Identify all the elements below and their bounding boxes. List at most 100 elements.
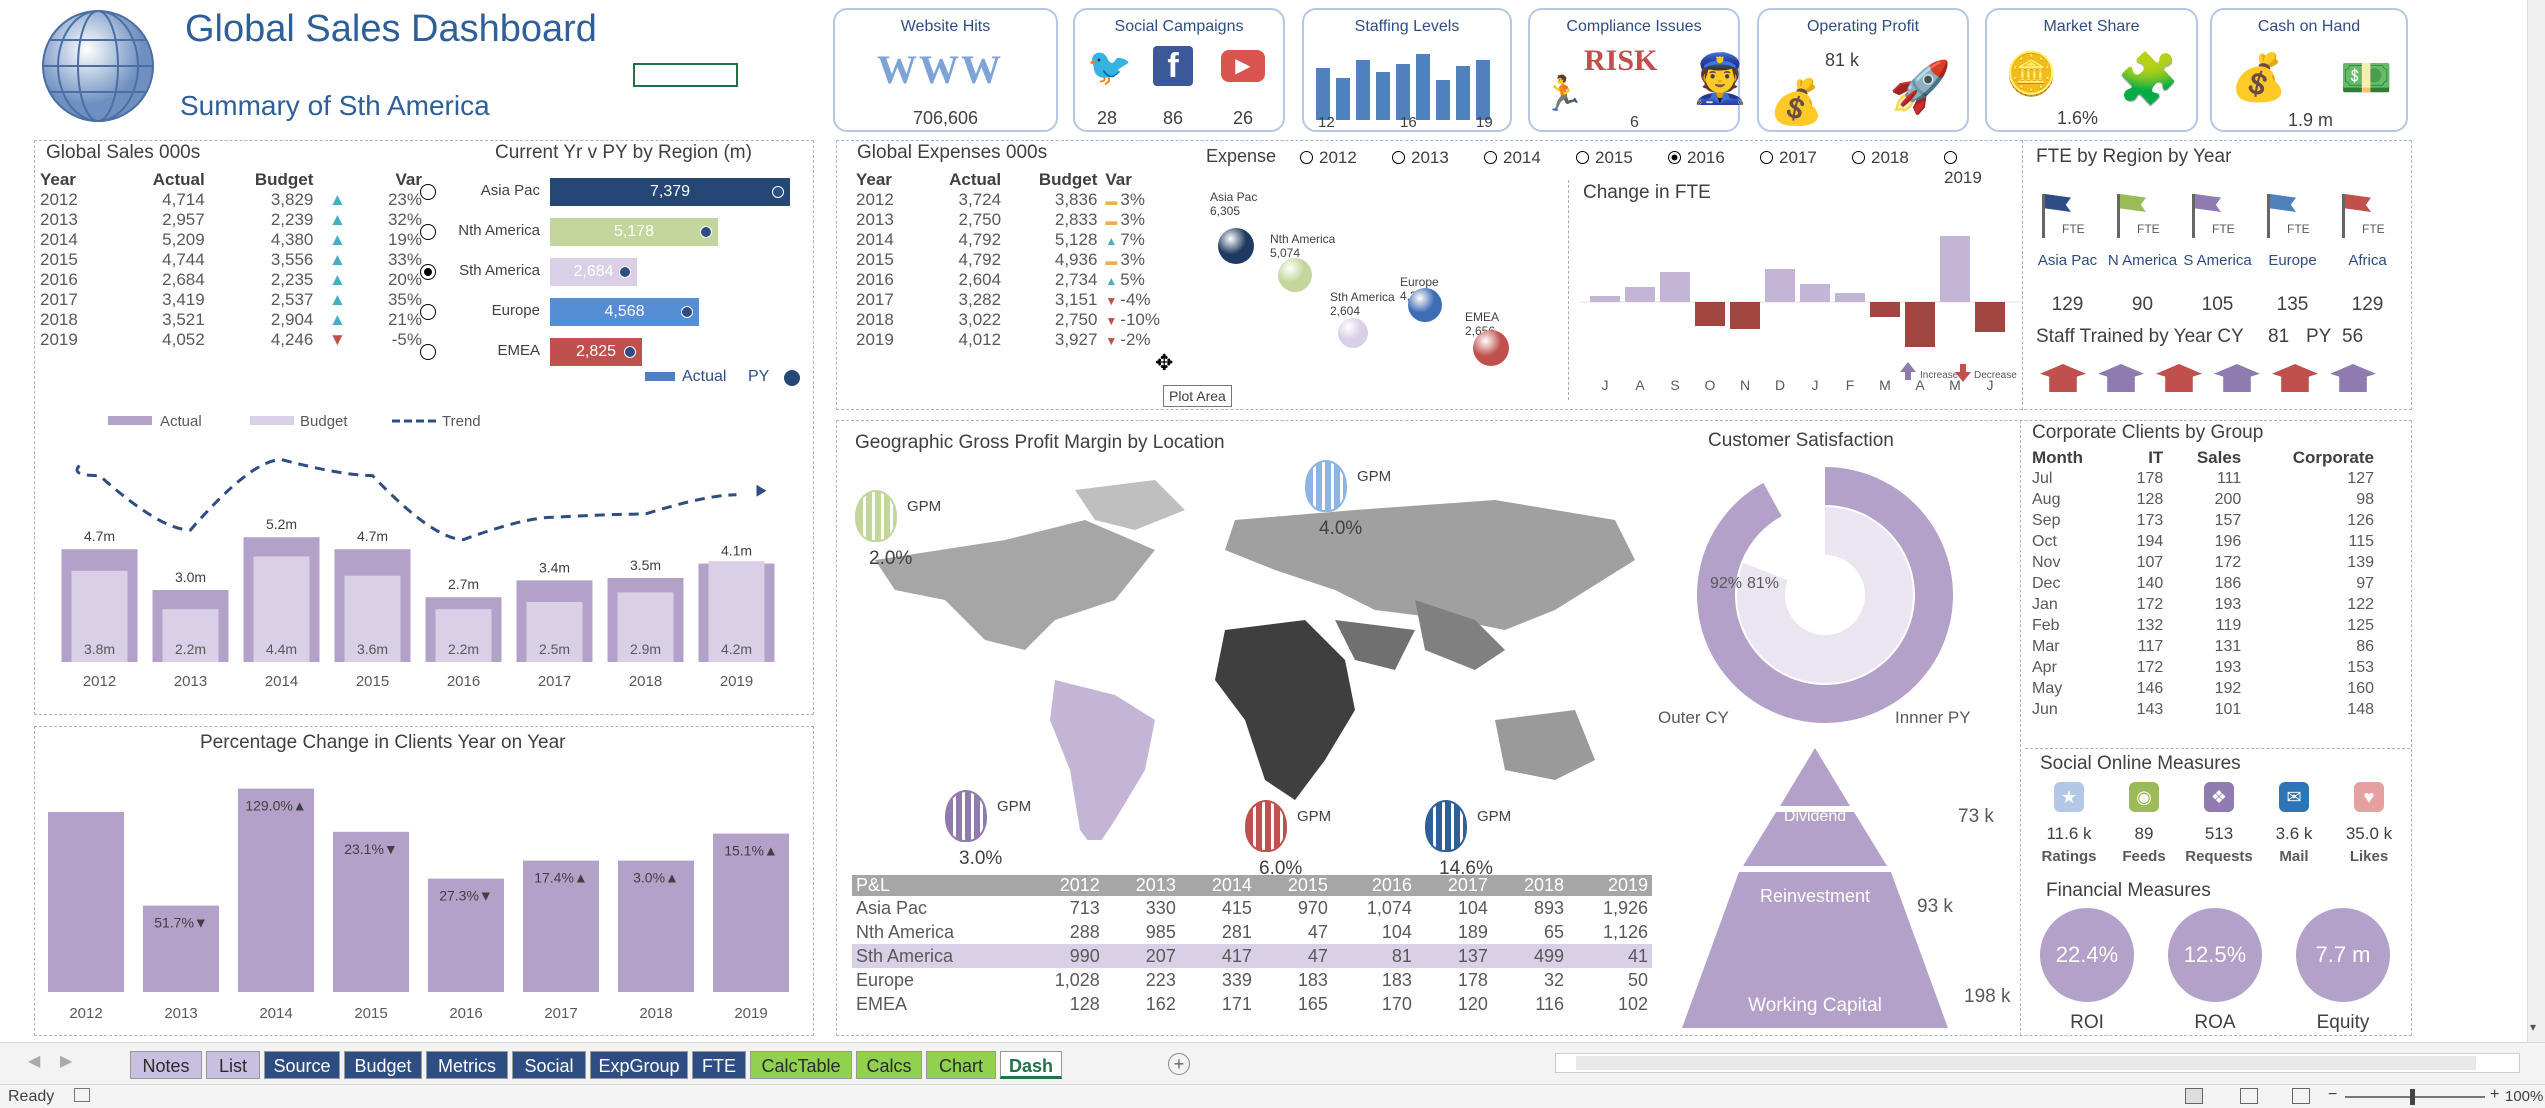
sales-budget-label: 3.8m bbox=[84, 641, 115, 657]
page-break-view-icon[interactable] bbox=[2292, 1088, 2310, 1104]
add-sheet-icon[interactable]: + bbox=[1168, 1053, 1190, 1075]
zoom-level[interactable]: 100% bbox=[2505, 1088, 2544, 1105]
sheet-tab-expgroup[interactable]: ExpGroup bbox=[590, 1051, 688, 1079]
zoom-out-icon[interactable]: − bbox=[2328, 1086, 2338, 1103]
horizontal-scroll-thumb[interactable] bbox=[1576, 1056, 2476, 1070]
pyramid-dividend-label: Dividend bbox=[1783, 808, 1847, 825]
sheet-tab-calcs[interactable]: Calcs bbox=[856, 1051, 922, 1079]
selected-cell[interactable] bbox=[633, 63, 738, 87]
kpi-social-campaigns[interactable]: Social Campaigns 🐦 f ▶ 28 86 26 bbox=[1073, 8, 1285, 132]
legend-budget-label: Budget bbox=[300, 413, 348, 430]
sheet-tab-dash[interactable]: Dash bbox=[1000, 1051, 1062, 1079]
py-marker bbox=[624, 346, 636, 358]
clients-bar bbox=[618, 860, 694, 992]
sheet-tab-chart[interactable]: Chart bbox=[926, 1051, 996, 1079]
radio-year-2013[interactable]: 2013 bbox=[1392, 148, 1449, 168]
flag-text: FTE bbox=[2137, 222, 2160, 236]
expense-bubble bbox=[1278, 258, 1312, 292]
sales-year-label: 2017 bbox=[538, 673, 571, 690]
fte-region-value: 90 bbox=[2131, 294, 2154, 315]
fte-region-flags: FTE Asia Pac 129 FTE N America 90 FTE S America… bbox=[2030, 190, 2410, 320]
sheet-tab-calctable[interactable]: CalcTable bbox=[750, 1051, 852, 1079]
kpi-website-hits[interactable]: Website Hits WWW 706,606 bbox=[833, 8, 1058, 132]
radio-year-2015[interactable]: 2015 bbox=[1576, 148, 1633, 168]
social-value: 89 bbox=[2134, 824, 2154, 843]
gpm-balloons: GPM 2.0% GPM 4.0% GPM 3.0% GPM 6.0% GPM 14.6% bbox=[855, 460, 1575, 879]
clients-bar bbox=[238, 788, 314, 992]
sales-year-label: 2019 bbox=[720, 673, 753, 690]
table-row: Sep 173 157 126 bbox=[2032, 511, 2374, 529]
sales-budget-bar bbox=[617, 592, 674, 662]
down-triangle-icon: ▼ bbox=[1105, 334, 1118, 348]
sheet-tab-metrics[interactable]: Metrics bbox=[426, 1051, 508, 1079]
fte-month-label: A bbox=[1635, 377, 1645, 393]
scroll-down-icon[interactable]: ▾ bbox=[2530, 1020, 2537, 1034]
bubble-label: Nth America 5,074 bbox=[1270, 232, 1336, 260]
radio-year-2017[interactable]: 2017 bbox=[1760, 148, 1817, 168]
facebook-icon: f bbox=[1153, 46, 1193, 86]
table-row: May 146 192 160 bbox=[2032, 679, 2374, 697]
radio-year-2018[interactable]: 2018 bbox=[1852, 148, 1909, 168]
up-triangle-icon: ▲ bbox=[328, 250, 346, 269]
fte-change-bar bbox=[1730, 302, 1760, 329]
sales-budget-label: 4.4m bbox=[266, 641, 297, 657]
kpi-operating-profit[interactable]: Operating Profit 81 k 💰 🚀 bbox=[1757, 8, 1969, 132]
region-bar: 5,178 bbox=[550, 218, 718, 246]
region-radio-1[interactable] bbox=[420, 224, 436, 240]
request-icon: ❖ bbox=[2204, 782, 2234, 812]
balloon-value: 6.0% bbox=[1259, 858, 1303, 879]
region-radio-0[interactable] bbox=[420, 184, 436, 200]
sheet-tab-budget[interactable]: Budget bbox=[344, 1051, 422, 1079]
kpi-cash-on-hand[interactable]: Cash on Hand 💰 💵 1.9 m bbox=[2210, 8, 2408, 132]
zoom-slider-thumb[interactable] bbox=[2410, 1089, 2415, 1105]
radio-year-2016[interactable]: 2016 bbox=[1668, 148, 1725, 168]
flag-text: FTE bbox=[2212, 222, 2235, 236]
clients-bar bbox=[333, 831, 409, 992]
sheet-tab-fte[interactable]: FTE bbox=[692, 1051, 746, 1079]
kpi-compliance-issues[interactable]: Compliance Issues RISK 🏃 👮 6 bbox=[1528, 8, 1750, 132]
kpi-market-share[interactable]: Market Share 🪙 🧩 1.6% bbox=[1985, 8, 2198, 132]
kpi-staffing-levels[interactable]: Staffing Levels 12 16 19 bbox=[1302, 8, 1512, 132]
sheet-tab-notes[interactable]: Notes bbox=[130, 1051, 202, 1079]
radio-year-2012[interactable]: 2012 bbox=[1300, 148, 1357, 168]
graduation-cap-icon bbox=[2156, 364, 2202, 392]
fte-month-label: J bbox=[1987, 377, 1994, 393]
pyramid-working-capital-value: 198 k bbox=[1964, 986, 2011, 1007]
fte-month-label: S bbox=[1670, 377, 1679, 393]
macro-record-icon[interactable] bbox=[74, 1088, 90, 1102]
increase-arrow-icon bbox=[1900, 362, 1916, 380]
sales-budget-label: 3.6m bbox=[357, 641, 388, 657]
sheet-tab-source[interactable]: Source bbox=[264, 1051, 340, 1079]
table-row: Dec 140 186 97 bbox=[2032, 574, 2374, 592]
expense-bubble-chart: Asia Pac 6,305 Nth America 5,074 Sth America… bbox=[1200, 180, 1570, 380]
tab-scroll-right-icon[interactable]: ▶ bbox=[60, 1053, 73, 1070]
tab-scroll-left-icon[interactable]: ◀ bbox=[28, 1053, 41, 1070]
social-value: 11.6 k bbox=[2046, 824, 2092, 843]
status-bar: Ready − + 100% bbox=[0, 1084, 2545, 1108]
region-radio-4[interactable] bbox=[420, 344, 436, 360]
sheet-tab-list[interactable]: List bbox=[206, 1051, 260, 1079]
page-layout-view-icon[interactable] bbox=[2240, 1088, 2258, 1104]
fte-region-value: 105 bbox=[2201, 294, 2234, 315]
radio-year-2019[interactable]: 2019 bbox=[1944, 148, 2000, 188]
radio-dot bbox=[424, 268, 432, 276]
zoom-in-icon[interactable]: + bbox=[2490, 1086, 2500, 1103]
sales-actual-label: 3.4m bbox=[539, 559, 570, 575]
fte-month-label: D bbox=[1775, 377, 1785, 393]
table-row: 2014 4,792 5,128 ▲ 7% bbox=[856, 230, 1145, 249]
horizontal-scrollbar[interactable] bbox=[1555, 1053, 2520, 1073]
sheet-tab-social[interactable]: Social bbox=[512, 1051, 586, 1079]
clients-bar bbox=[713, 833, 789, 992]
expense-year-radio-group[interactable]: 2012 2013 2014 2015 2016 2017 2018 2019 bbox=[1300, 148, 2000, 187]
donut-outer-label: Outer CY bbox=[1658, 708, 1729, 727]
radio-year-2014[interactable]: 2014 bbox=[1484, 148, 1541, 168]
vertical-scrollbar[interactable] bbox=[2527, 0, 2545, 1042]
balloon-value: 4.0% bbox=[1319, 518, 1363, 539]
social-value: 3.6 k bbox=[2275, 824, 2313, 843]
fte-change-bar bbox=[1660, 272, 1690, 302]
radio-circle bbox=[1300, 151, 1313, 164]
region-radio-2[interactable] bbox=[420, 264, 436, 280]
zoom-slider[interactable] bbox=[2345, 1096, 2485, 1098]
region-radio-3[interactable] bbox=[420, 304, 436, 320]
normal-view-icon[interactable] bbox=[2185, 1088, 2203, 1104]
